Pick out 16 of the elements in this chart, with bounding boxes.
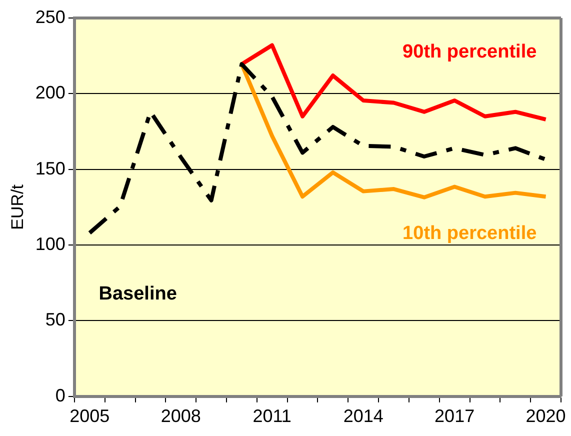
x-tick-label: 2005 [70,406,110,426]
text: Baseline [98,283,177,304]
x-tick-label: 2014 [343,406,384,426]
x-tick-label: 2008 [160,406,201,426]
y-tick-label: 0 [55,385,66,406]
x-tick-label: 2017 [434,406,475,426]
series-label: 10th percentile [402,222,537,244]
y-tick-label: 150 [35,158,66,178]
x-tick-label: 2011 [252,406,292,426]
y-tick-label: 200 [35,82,66,103]
x-tick-label: 2020 [526,406,566,426]
y-axis-title: EUR/t [8,184,27,230]
y-tick-label: 250 [35,6,66,27]
y-tick-label: 100 [35,234,66,254]
text: 90th percentile [402,41,537,62]
y-tick-label: 50 [45,310,66,330]
